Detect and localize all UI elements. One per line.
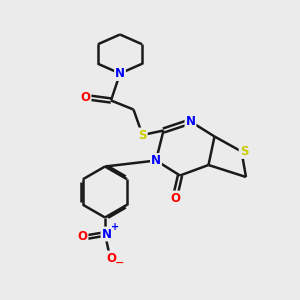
Text: N: N [115,67,125,80]
Text: +: + [110,222,119,233]
Text: N: N [185,115,196,128]
Text: O: O [77,230,88,244]
Text: N: N [101,227,112,241]
Text: −: − [115,257,125,268]
Text: O: O [170,191,181,205]
Text: S: S [138,128,147,142]
Text: O: O [80,91,91,104]
Text: O: O [106,251,116,265]
Text: N: N [151,154,161,167]
Text: S: S [240,145,248,158]
